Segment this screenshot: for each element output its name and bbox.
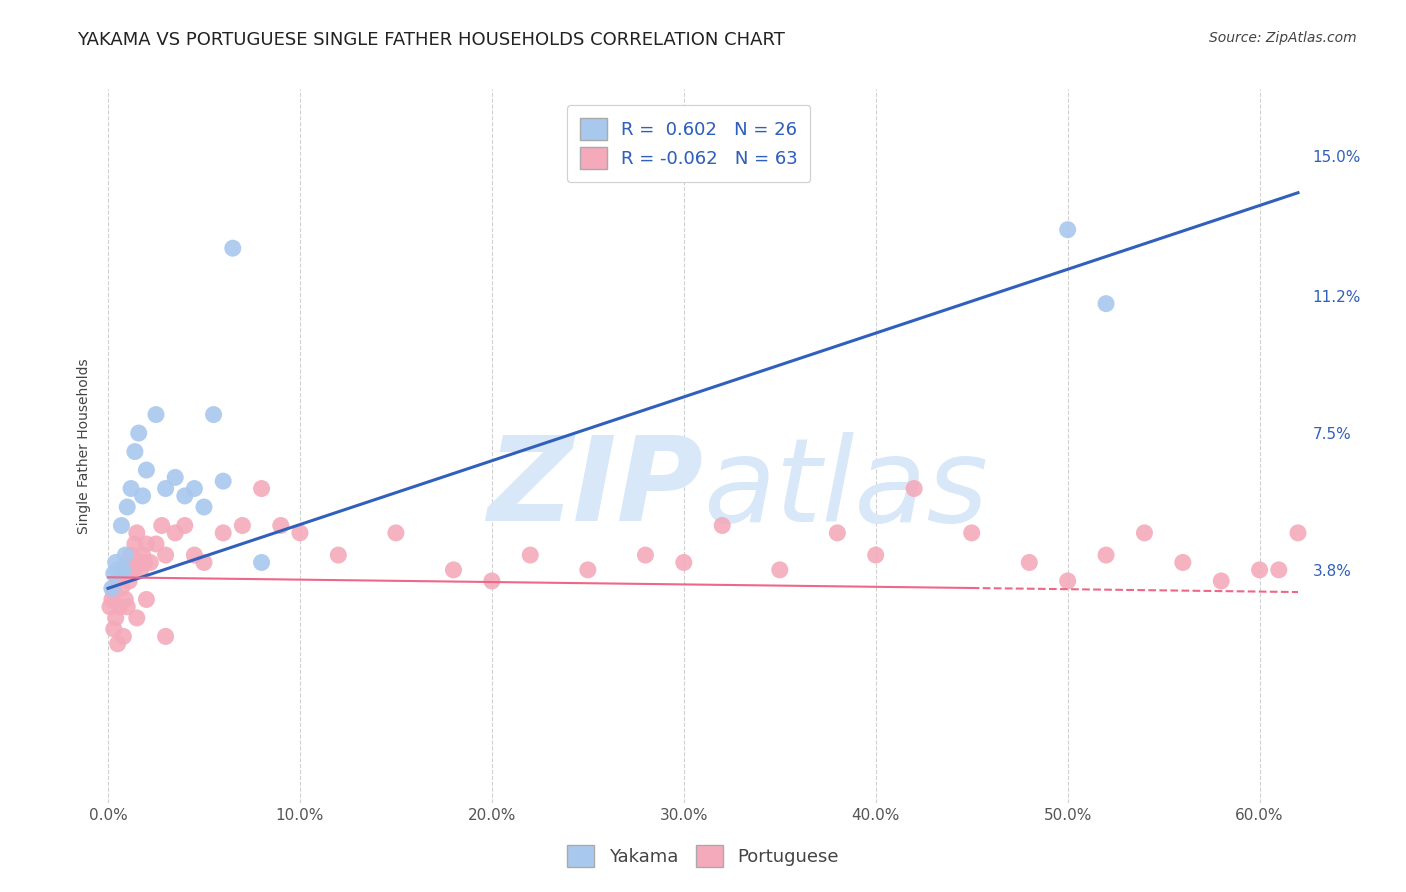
Point — [165, 470, 187, 484]
Point — [108, 563, 131, 577]
Point — [1211, 574, 1233, 588]
Point — [115, 556, 138, 570]
Point — [112, 563, 135, 577]
Point — [165, 525, 187, 540]
Point — [672, 556, 695, 570]
Point — [135, 463, 157, 477]
Point — [134, 556, 156, 570]
Point — [443, 563, 465, 577]
Point — [328, 548, 350, 562]
Point — [150, 518, 173, 533]
Point — [124, 537, 146, 551]
Text: atlas: atlas — [703, 432, 988, 546]
Point — [193, 500, 215, 514]
Point — [960, 525, 983, 540]
Point — [131, 489, 153, 503]
Point — [135, 537, 157, 551]
Point — [114, 548, 136, 562]
Point — [222, 241, 245, 255]
Point — [481, 574, 503, 588]
Point — [128, 425, 150, 440]
Point — [1018, 556, 1040, 570]
Point — [250, 482, 273, 496]
Point — [1249, 563, 1271, 577]
Point — [98, 599, 121, 614]
Point — [114, 592, 136, 607]
Point — [129, 563, 152, 577]
Text: ZIP: ZIP — [486, 432, 703, 546]
Point — [1171, 556, 1194, 570]
Point — [903, 482, 925, 496]
Point — [212, 525, 235, 540]
Point — [1268, 563, 1291, 577]
Point — [110, 582, 132, 596]
Legend: Yakama, Portuguese: Yakama, Portuguese — [560, 838, 846, 874]
Point — [101, 592, 124, 607]
Point — [1056, 223, 1078, 237]
Point — [103, 622, 125, 636]
Point — [145, 408, 167, 422]
Point — [122, 563, 145, 577]
Point — [576, 563, 599, 577]
Point — [519, 548, 541, 562]
Point — [120, 548, 142, 562]
Point — [125, 525, 148, 540]
Point — [865, 548, 887, 562]
Y-axis label: Single Father Households: Single Father Households — [77, 359, 91, 533]
Point — [115, 599, 138, 614]
Point — [135, 592, 157, 607]
Point — [827, 525, 849, 540]
Point — [115, 500, 138, 514]
Point — [112, 629, 135, 643]
Point — [107, 574, 129, 588]
Point — [173, 489, 195, 503]
Point — [231, 518, 253, 533]
Point — [250, 556, 273, 570]
Point — [1095, 548, 1118, 562]
Point — [183, 548, 205, 562]
Point — [128, 556, 150, 570]
Point — [125, 611, 148, 625]
Point — [139, 556, 162, 570]
Point — [101, 582, 124, 596]
Point — [634, 548, 657, 562]
Point — [118, 574, 141, 588]
Point — [270, 518, 292, 533]
Point — [202, 408, 225, 422]
Point — [1133, 525, 1156, 540]
Point — [145, 537, 167, 551]
Legend: R =  0.602   N = 26, R = -0.062   N = 63: R = 0.602 N = 26, R = -0.062 N = 63 — [567, 105, 810, 182]
Point — [1286, 525, 1309, 540]
Point — [769, 563, 792, 577]
Point — [104, 611, 127, 625]
Point — [193, 556, 215, 570]
Point — [711, 518, 734, 533]
Point — [1056, 574, 1078, 588]
Point — [103, 566, 125, 581]
Point — [124, 444, 146, 458]
Point — [385, 525, 408, 540]
Point — [288, 525, 311, 540]
Point — [183, 482, 205, 496]
Point — [103, 585, 125, 599]
Point — [120, 482, 142, 496]
Point — [108, 599, 131, 614]
Point — [155, 629, 177, 643]
Point — [212, 474, 235, 488]
Point — [107, 637, 129, 651]
Point — [110, 518, 132, 533]
Point — [155, 548, 177, 562]
Point — [112, 563, 135, 577]
Point — [173, 518, 195, 533]
Point — [104, 556, 127, 570]
Point — [131, 548, 153, 562]
Text: YAKAMA VS PORTUGUESE SINGLE FATHER HOUSEHOLDS CORRELATION CHART: YAKAMA VS PORTUGUESE SINGLE FATHER HOUSE… — [77, 31, 785, 49]
Text: Source: ZipAtlas.com: Source: ZipAtlas.com — [1209, 31, 1357, 45]
Point — [155, 482, 177, 496]
Point — [107, 563, 129, 577]
Point — [1095, 296, 1118, 310]
